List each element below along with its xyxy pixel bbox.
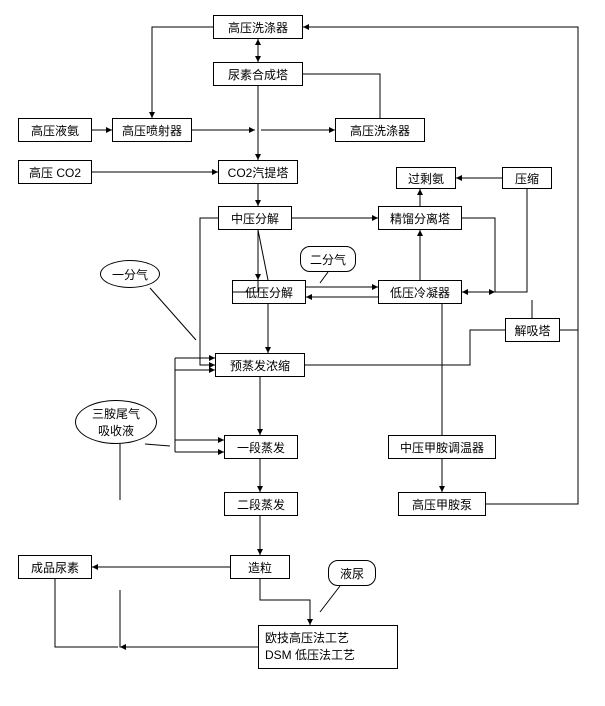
process-text: 欧技高压法工艺 DSM 低压法工艺 — [265, 630, 355, 664]
callout-liq-urea: 液尿 — [328, 560, 376, 586]
box-hp-carbamate-pump: 高压甲胺泵 — [398, 492, 486, 516]
box-prod-urea: 成品尿素 — [18, 555, 92, 579]
box-hp-scrubber-r: 高压洗涤器 — [335, 118, 425, 142]
box-mp-carbamate: 中压甲胺调温器 — [388, 435, 496, 459]
box-compress: 压缩 — [502, 167, 552, 189]
box-rect-sep: 精馏分离塔 — [378, 206, 462, 230]
tailgas-text: 三胺尾气 吸收液 — [92, 405, 140, 439]
box-desorb: 解吸塔 — [505, 318, 560, 342]
callout-yifen: 一分气 — [100, 260, 160, 288]
box-process: 欧技高压法工艺 DSM 低压法工艺 — [258, 625, 398, 669]
box-hp-scrubber-top: 高压洗涤器 — [213, 15, 303, 39]
box-hp-liq-nh3: 高压液氨 — [18, 118, 92, 142]
box-stage2-evap: 二段蒸发 — [224, 492, 298, 516]
box-urea-synth: 尿素合成塔 — [213, 62, 303, 86]
box-lp-decomp: 低压分解 — [232, 280, 306, 304]
box-lp-condenser: 低压冷凝器 — [378, 280, 462, 304]
box-stage1-evap: 一段蒸发 — [224, 435, 298, 459]
box-mp-decomp: 中压分解 — [218, 206, 292, 230]
box-pre-evap: 预蒸发浓缩 — [215, 353, 305, 377]
box-hp-ejector: 高压喷射器 — [112, 118, 192, 142]
box-hp-co2: 高压 CO2 — [18, 160, 92, 184]
callout-tailgas: 三胺尾气 吸收液 — [75, 400, 157, 444]
box-prill: 造粒 — [230, 555, 290, 579]
box-excess-nh3: 过剩氨 — [396, 167, 456, 189]
box-co2-stripper: CO2汽提塔 — [218, 160, 298, 184]
callout-erfen: 二分气 — [300, 246, 356, 272]
